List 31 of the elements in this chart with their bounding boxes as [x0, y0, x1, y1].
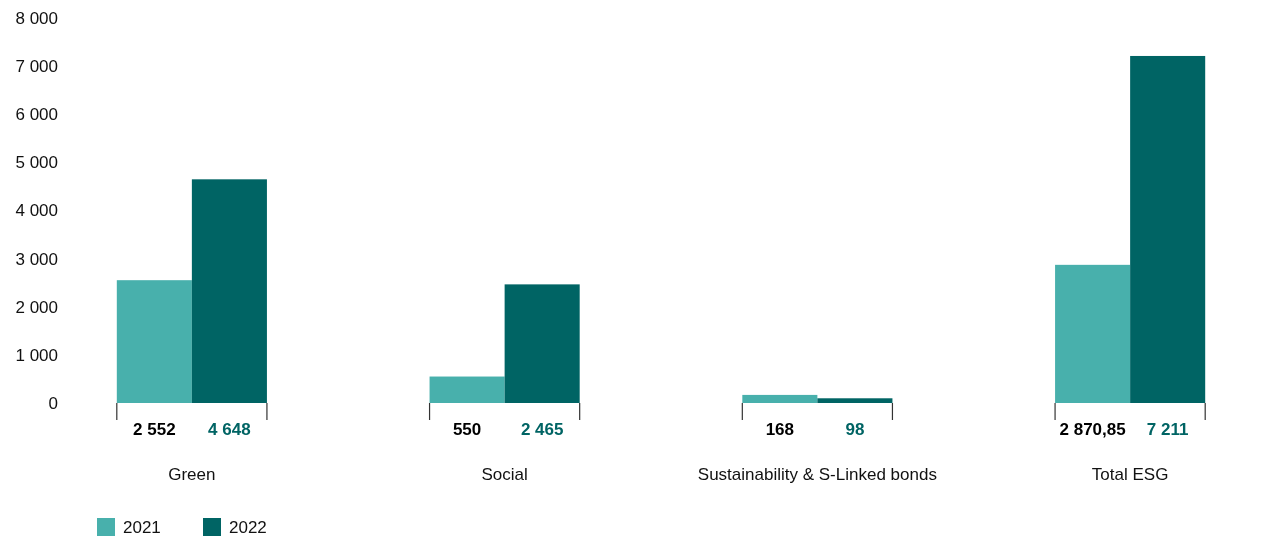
x-tick-label: Sustainability & S-Linked bonds	[697, 465, 937, 484]
y-tick-label: 4 000	[15, 201, 58, 221]
y-tick-label: 3 000	[15, 249, 58, 269]
y-tick-label: 1 000	[15, 345, 58, 365]
legend-label: 2021	[123, 517, 161, 537]
data-label: 2 870,85	[1059, 420, 1126, 439]
x-tick-label: Social	[481, 465, 528, 484]
x-tick-label: Total ESG	[1091, 465, 1169, 484]
bar	[429, 376, 505, 403]
bar	[116, 280, 192, 403]
legend-label: 2022	[229, 517, 267, 537]
data-label: 7 211	[1146, 420, 1189, 439]
y-tick-label: 2 000	[15, 297, 58, 317]
bar	[742, 394, 818, 403]
x-tick-label: Green	[168, 465, 216, 484]
bar	[1130, 55, 1206, 403]
bar	[817, 398, 893, 403]
bar	[1055, 264, 1131, 403]
data-label: 98	[845, 420, 865, 439]
data-label: 168	[765, 420, 795, 439]
y-tick-label: 7 000	[15, 57, 58, 77]
bar	[191, 179, 267, 403]
bar	[504, 284, 580, 403]
data-label: 4 648	[208, 420, 251, 439]
y-tick-label: 0	[48, 393, 58, 413]
data-label: 2 552	[133, 420, 176, 439]
y-tick-label: 8 000	[15, 8, 58, 28]
data-label: 550	[452, 420, 482, 439]
y-tick-label: 6 000	[15, 105, 58, 125]
y-tick-label: 5 000	[15, 153, 58, 173]
data-label: 2 465	[520, 420, 564, 439]
